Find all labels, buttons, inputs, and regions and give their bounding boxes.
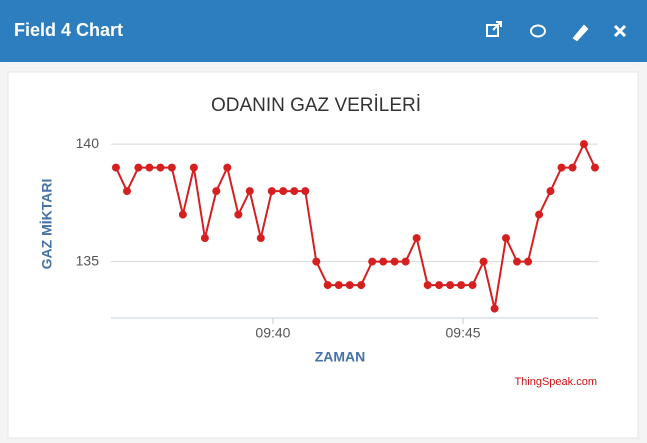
data-point	[111, 163, 120, 172]
data-point	[524, 257, 533, 266]
header-title: Field 4 Chart	[14, 20, 123, 40]
comment-icon[interactable]	[530, 24, 546, 38]
data-point	[145, 163, 154, 172]
data-point	[468, 281, 477, 290]
data-point	[412, 234, 421, 243]
x-tick-label: 09:45	[446, 325, 481, 341]
data-point	[368, 257, 377, 266]
data-point	[490, 304, 499, 313]
y-axis-label: GAZ MİKTARI	[39, 179, 55, 270]
data-point	[290, 187, 299, 196]
data-point	[345, 281, 354, 290]
x-tick-label: 09:40	[255, 325, 290, 341]
credit[interactable]: ThingSpeak.com	[514, 376, 597, 388]
data-point	[212, 187, 221, 196]
y-tick-label: 140	[76, 135, 100, 151]
data-point	[323, 281, 332, 290]
y-tick-label: 135	[76, 252, 100, 268]
data-point	[134, 163, 143, 172]
data-point	[122, 187, 131, 196]
data-point	[379, 257, 388, 266]
data-point	[357, 281, 366, 290]
chart-panel	[7, 71, 639, 439]
data-point	[479, 257, 488, 266]
open-arrow	[492, 21, 502, 31]
data-point	[435, 281, 444, 290]
data-point	[401, 257, 410, 266]
data-point	[334, 281, 343, 290]
data-point	[256, 234, 265, 243]
edit-icon[interactable]	[572, 24, 589, 42]
data-point	[178, 210, 187, 219]
data-point	[223, 163, 232, 172]
data-point	[457, 281, 466, 290]
data-point	[167, 163, 176, 172]
data-point	[267, 187, 276, 196]
data-point	[557, 163, 566, 172]
x-axis-label: ZAMAN	[315, 349, 366, 365]
data-point	[312, 257, 321, 266]
data-point	[156, 163, 165, 172]
data-point	[200, 234, 209, 243]
chart-title: ODANIN GAZ VERİLERİ	[211, 95, 421, 116]
data-point	[568, 163, 577, 172]
data-point	[590, 163, 599, 172]
data-point	[446, 281, 455, 290]
close-icon[interactable]	[613, 24, 627, 38]
data-point	[390, 257, 399, 266]
data-point	[189, 163, 198, 172]
data-point	[245, 187, 254, 196]
data-point	[423, 281, 432, 290]
data-point	[279, 187, 288, 196]
data-point	[513, 257, 522, 266]
data-point	[535, 210, 544, 219]
data-point	[501, 234, 510, 243]
data-point	[579, 140, 588, 149]
open-icon[interactable]	[486, 24, 499, 37]
header-icons[interactable]	[486, 21, 627, 42]
data-point	[234, 210, 243, 219]
data-line	[115, 141, 596, 309]
data-point	[301, 187, 310, 196]
header-bar	[0, 0, 647, 62]
data-point	[546, 187, 555, 196]
